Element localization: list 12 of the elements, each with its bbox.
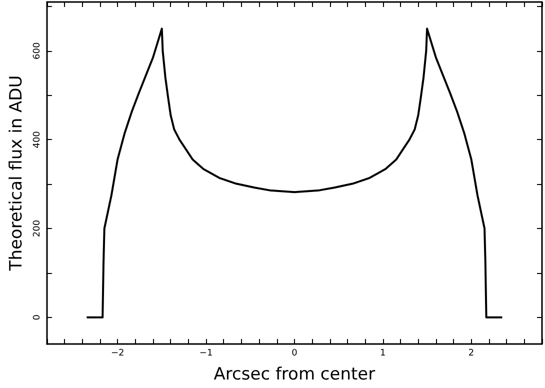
y-tick-label: 200 — [32, 220, 42, 238]
y-tick-label: 600 — [32, 42, 42, 60]
x-tick-label: 2 — [468, 348, 474, 358]
y-tick-label: 400 — [32, 130, 42, 148]
y-tick-label: 0 — [32, 314, 42, 320]
x-axis-title: Arcsec from center — [214, 364, 376, 384]
x-tick-label: −2 — [110, 348, 124, 358]
x-tick-label: 0 — [292, 348, 298, 358]
x-tick-label: −1 — [199, 348, 213, 358]
x-tick-label: 1 — [380, 348, 386, 358]
y-axis-title: Theoretical flux in ADU — [6, 75, 26, 272]
line-series — [86, 28, 504, 318]
